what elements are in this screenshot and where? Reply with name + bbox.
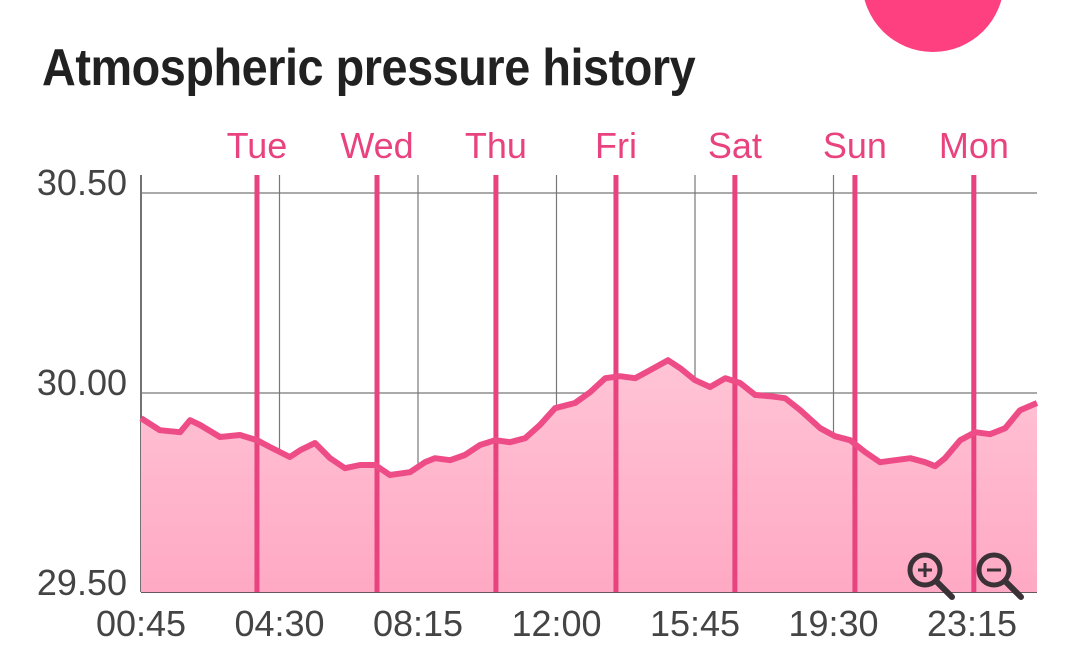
page-title: Atmospheric pressure history <box>42 39 696 97</box>
x-tick-label: 23:15 <box>927 603 1017 644</box>
day-marker-label: Mon <box>939 125 1009 166</box>
x-tick-label: 15:45 <box>650 603 740 644</box>
x-tick-label: 12:00 <box>511 603 601 644</box>
zoom-out-button[interactable] <box>976 552 1024 600</box>
pressure-area <box>141 360 1037 592</box>
zoom-out-icon <box>976 552 1024 600</box>
x-tick-label: 08:15 <box>373 603 463 644</box>
day-marker-label: Tue <box>227 125 288 166</box>
day-marker-label: Thu <box>465 125 527 166</box>
day-marker-label: Sat <box>708 125 762 166</box>
x-tick-label: 19:30 <box>788 603 878 644</box>
day-marker-label: Fri <box>595 125 637 166</box>
x-tick-label: 00:45 <box>96 603 186 644</box>
y-tick-label: 30.50 <box>37 162 127 203</box>
zoom-in-icon <box>907 552 955 600</box>
y-tick-label: 30.00 <box>37 362 127 403</box>
day-marker-label: Sun <box>823 125 887 166</box>
y-tick-label: 29.50 <box>37 562 127 603</box>
pressure-line <box>139 357 1039 478</box>
day-marker-label: Wed <box>340 125 413 166</box>
zoom-in-button[interactable] <box>907 552 955 600</box>
x-tick-label: 04:30 <box>234 603 324 644</box>
